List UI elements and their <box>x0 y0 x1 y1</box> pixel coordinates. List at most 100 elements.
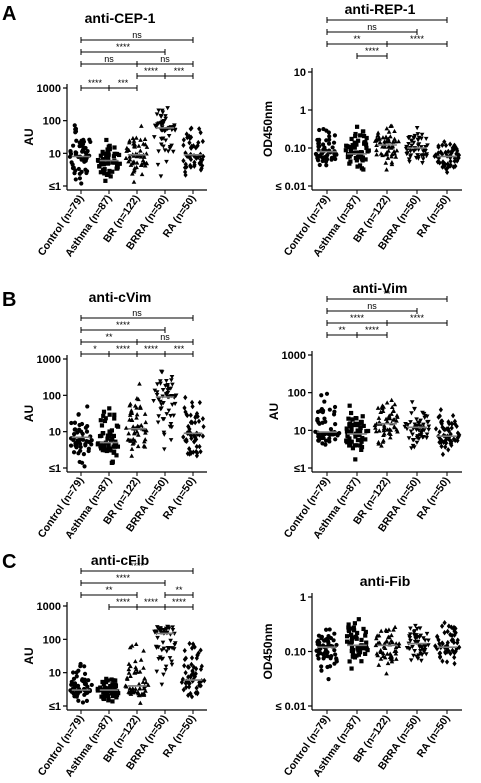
data-point <box>348 641 353 646</box>
data-point <box>187 451 192 457</box>
y-axis-label: AU <box>22 647 36 664</box>
data-point <box>77 140 82 145</box>
data-point <box>183 409 188 415</box>
data-point <box>346 439 351 444</box>
data-point <box>334 642 339 648</box>
significance-label: **** <box>144 597 159 607</box>
significance-label: **** <box>410 34 425 44</box>
data-point <box>105 678 110 683</box>
data-point <box>113 439 118 444</box>
data-point <box>320 155 326 161</box>
data-point <box>155 382 160 387</box>
data-point <box>436 150 441 156</box>
data-point <box>372 138 378 143</box>
significance-label: *** <box>118 78 129 88</box>
data-point <box>392 401 398 407</box>
data-point <box>104 154 110 159</box>
data-point <box>360 129 366 134</box>
data-point <box>72 123 77 128</box>
data-point <box>191 449 196 455</box>
data-point <box>331 140 337 145</box>
data-point <box>181 434 186 440</box>
data-point <box>446 419 451 425</box>
data-point <box>194 443 199 450</box>
data-point <box>78 664 83 669</box>
data-point <box>129 453 135 458</box>
data-point <box>135 432 141 437</box>
data-point <box>409 400 415 405</box>
data-point <box>378 649 384 654</box>
data-point <box>141 665 146 670</box>
data-point <box>186 674 191 680</box>
data-point <box>69 679 74 684</box>
data-point <box>183 394 188 401</box>
data-point <box>143 428 148 433</box>
data-point <box>71 432 77 437</box>
data-point <box>168 638 173 643</box>
y-axis-label: OD450nm <box>261 101 275 157</box>
data-point <box>105 161 111 166</box>
data-point <box>141 648 146 653</box>
data-point <box>157 379 163 384</box>
data-point <box>141 691 147 696</box>
data-point <box>136 692 142 697</box>
data-point <box>133 641 139 647</box>
data-point <box>324 163 329 168</box>
data-point <box>346 416 351 421</box>
data-point <box>349 427 354 432</box>
data-point <box>380 405 385 411</box>
data-point <box>356 617 361 622</box>
data-point <box>449 438 454 445</box>
data-point <box>352 145 357 150</box>
data-point <box>455 437 460 444</box>
data-point <box>414 440 420 445</box>
data-point <box>191 641 196 647</box>
chart-title: anti-Fib <box>360 573 411 589</box>
data-point <box>182 663 187 669</box>
data-point <box>126 140 132 145</box>
data-point <box>396 641 402 646</box>
data-point <box>73 427 78 432</box>
data-point <box>165 645 171 651</box>
data-point <box>322 654 327 660</box>
data-point <box>190 419 195 426</box>
data-point <box>79 437 84 442</box>
data-point <box>374 142 379 148</box>
data-point <box>348 410 354 416</box>
significance-label: ns <box>367 301 377 311</box>
data-point <box>316 649 321 654</box>
data-point <box>347 422 352 427</box>
y-axis-label: AU <box>22 128 36 145</box>
data-point <box>161 672 166 677</box>
data-point <box>76 166 81 172</box>
data-point <box>160 640 166 645</box>
data-point <box>161 119 167 124</box>
data-point <box>200 433 206 439</box>
data-point <box>106 152 111 157</box>
data-point <box>171 413 177 418</box>
data-point <box>360 155 366 160</box>
data-point <box>71 676 77 681</box>
data-point <box>100 156 105 162</box>
data-point <box>420 435 425 440</box>
data-point <box>172 642 178 648</box>
data-point <box>117 161 122 166</box>
data-point <box>455 155 461 161</box>
data-point <box>158 399 163 404</box>
data-point <box>108 685 113 690</box>
data-point <box>169 378 174 383</box>
data-point <box>104 137 109 143</box>
data-point <box>439 419 444 426</box>
data-point <box>344 426 349 431</box>
data-point <box>410 432 415 437</box>
data-point <box>154 645 159 651</box>
data-point <box>364 145 369 150</box>
data-point <box>197 399 202 406</box>
data-point <box>154 669 160 674</box>
data-point <box>452 660 457 667</box>
data-point <box>194 155 199 161</box>
data-point <box>322 416 327 421</box>
data-point <box>380 408 386 413</box>
data-point <box>348 148 354 153</box>
chart-title: anti-Vim <box>353 280 408 296</box>
